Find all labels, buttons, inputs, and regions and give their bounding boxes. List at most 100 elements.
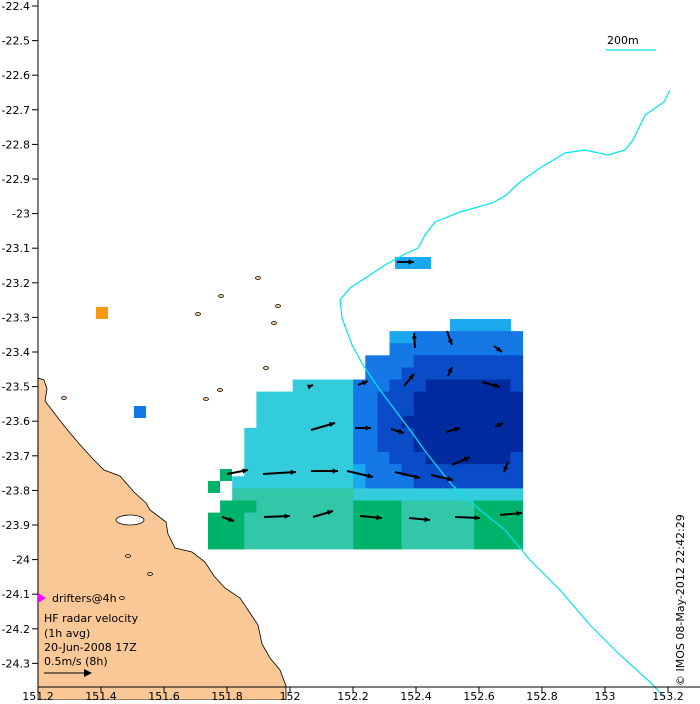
speed-cell [292, 452, 306, 465]
speed-cell [280, 452, 294, 465]
legend-title-line2: (1h avg) [44, 627, 90, 640]
speed-cell [365, 452, 378, 465]
speed-cell [450, 391, 463, 405]
speed-cell [437, 452, 451, 465]
velocity-arrowhead-icon [454, 426, 460, 432]
speed-cell [280, 403, 294, 417]
speed-cell [425, 464, 439, 477]
speed-cell [316, 427, 330, 441]
island [147, 572, 153, 576]
speed-cell [341, 512, 354, 526]
speed-cell [510, 476, 524, 489]
island [275, 304, 281, 308]
speed-cell [353, 452, 366, 465]
speed-cell [365, 524, 378, 538]
speed-cell [474, 488, 487, 501]
speed-cell [353, 536, 366, 550]
speed-cell [486, 367, 499, 380]
speed-cell [462, 524, 475, 538]
velocity-arrow [262, 471, 297, 475]
speed-cell [486, 391, 499, 405]
speed-cell [413, 488, 427, 501]
speed-cell [413, 464, 427, 477]
speed-cell [353, 391, 366, 405]
speed-cell [486, 500, 499, 514]
speed-cell [510, 403, 524, 417]
island [217, 388, 223, 392]
legend-vector-scale: 0.5m/s (8h) [44, 655, 108, 668]
speed-cell [280, 524, 294, 538]
speed-cell [329, 488, 342, 501]
speed-cell [377, 427, 390, 441]
speed-cell [280, 536, 294, 550]
speed-cell [377, 536, 390, 550]
speed-cell [462, 512, 475, 526]
speed-cell [474, 343, 487, 356]
speed-cell [450, 512, 463, 526]
lon-tick-label: 151.6 [148, 690, 180, 700]
speed-cell [474, 440, 487, 453]
speed-cell [510, 524, 524, 538]
speed-cell [474, 379, 487, 393]
speed-cell [450, 440, 463, 453]
speed-cell [304, 488, 318, 501]
speed-cell [510, 512, 524, 526]
speed-cell [304, 427, 318, 441]
speed-cell [365, 476, 378, 489]
island [271, 321, 277, 325]
speed-cell [474, 500, 487, 514]
speed-cell [280, 427, 294, 441]
speed-cell [462, 488, 475, 501]
speed-cell [437, 403, 451, 417]
speed-cell [450, 536, 463, 550]
speed-cell [244, 488, 257, 501]
speed-cell [268, 476, 282, 489]
speed-cell [498, 367, 511, 380]
speed-cell [365, 500, 378, 514]
speed-cell [486, 452, 499, 465]
speed-cell [377, 512, 390, 526]
speed-cell [413, 415, 427, 429]
speed-cell [437, 343, 451, 356]
speed-cell [462, 343, 475, 356]
speed-cell [365, 488, 378, 501]
speed-cell [437, 355, 451, 368]
speed-cell [486, 440, 499, 453]
speed-cell [474, 367, 487, 380]
speed-cell [389, 512, 403, 526]
speed-cell [425, 367, 439, 380]
scale-bar-label: 200m [607, 34, 639, 47]
speed-cell [413, 355, 427, 368]
speed-cell [292, 476, 306, 489]
speed-cell [474, 524, 487, 538]
speed-cell [437, 427, 451, 441]
speed-cell [365, 391, 378, 405]
speed-cell [401, 536, 415, 550]
speed-cell [244, 524, 257, 538]
speed-cell [401, 440, 415, 453]
speed-cell [498, 391, 511, 405]
speed-cell [486, 319, 499, 332]
speed-cell [268, 536, 282, 550]
speed-cell [389, 331, 403, 344]
lat-tick-label: -23.8 [2, 484, 30, 497]
velocity-arrowhead-icon [424, 516, 430, 523]
speed-cell [450, 319, 463, 332]
speed-cell [256, 476, 269, 489]
speed-cell [304, 500, 318, 514]
speed-cell [353, 415, 366, 429]
speed-cell [208, 512, 221, 526]
speed-cell [292, 391, 306, 405]
speed-cell [377, 415, 390, 429]
speed-cell [401, 355, 415, 368]
speed-cell [316, 500, 330, 514]
speed-cell [256, 536, 269, 550]
speed-cell [329, 524, 342, 538]
speed-cell [341, 488, 354, 501]
speed-cell [341, 536, 354, 550]
speed-cell [401, 500, 415, 514]
lat-tick-label: -22.8 [2, 138, 30, 151]
velocity-arrowhead-icon [329, 422, 335, 428]
speed-cell [486, 488, 499, 501]
velocity-arrowhead-icon [474, 515, 480, 521]
